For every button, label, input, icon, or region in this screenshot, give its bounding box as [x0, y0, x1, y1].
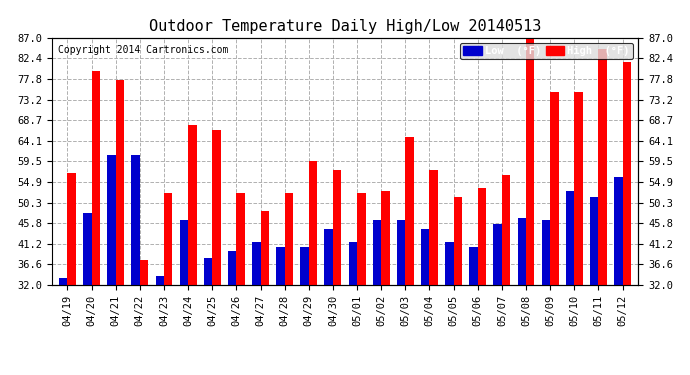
Bar	[614, 177, 622, 375]
Bar	[622, 62, 631, 375]
Bar	[92, 71, 100, 375]
Bar	[373, 220, 381, 375]
Bar	[526, 38, 535, 375]
Bar	[518, 217, 526, 375]
Bar	[261, 211, 269, 375]
Bar	[324, 229, 333, 375]
Bar	[469, 247, 477, 375]
Bar	[252, 242, 261, 375]
Text: Copyright 2014 Cartronics.com: Copyright 2014 Cartronics.com	[58, 45, 228, 55]
Bar	[381, 190, 390, 375]
Bar	[164, 193, 172, 375]
Bar	[155, 276, 164, 375]
Bar	[574, 92, 583, 375]
Bar	[348, 242, 357, 375]
Bar	[300, 247, 309, 375]
Bar	[590, 197, 598, 375]
Bar	[502, 175, 511, 375]
Bar	[453, 197, 462, 375]
Bar	[179, 220, 188, 375]
Bar	[429, 170, 438, 375]
Bar	[116, 80, 124, 375]
Bar	[397, 220, 405, 375]
Bar	[276, 247, 285, 375]
Bar	[140, 260, 148, 375]
Title: Outdoor Temperature Daily High/Low 20140513: Outdoor Temperature Daily High/Low 20140…	[149, 18, 541, 33]
Bar	[566, 190, 574, 375]
Bar	[237, 193, 245, 375]
Bar	[542, 220, 550, 375]
Bar	[204, 258, 213, 375]
Bar	[131, 154, 140, 375]
Bar	[357, 193, 366, 375]
Bar	[598, 49, 607, 375]
Legend: Low  (°F), High  (°F): Low (°F), High (°F)	[460, 43, 633, 59]
Bar	[68, 172, 76, 375]
Bar	[550, 92, 559, 375]
Bar	[477, 188, 486, 375]
Bar	[83, 213, 92, 375]
Bar	[333, 170, 342, 375]
Bar	[188, 125, 197, 375]
Bar	[309, 161, 317, 375]
Bar	[445, 242, 453, 375]
Bar	[493, 224, 502, 375]
Bar	[228, 251, 237, 375]
Bar	[59, 278, 68, 375]
Bar	[405, 136, 414, 375]
Bar	[421, 229, 429, 375]
Bar	[107, 154, 116, 375]
Bar	[285, 193, 293, 375]
Bar	[213, 130, 221, 375]
